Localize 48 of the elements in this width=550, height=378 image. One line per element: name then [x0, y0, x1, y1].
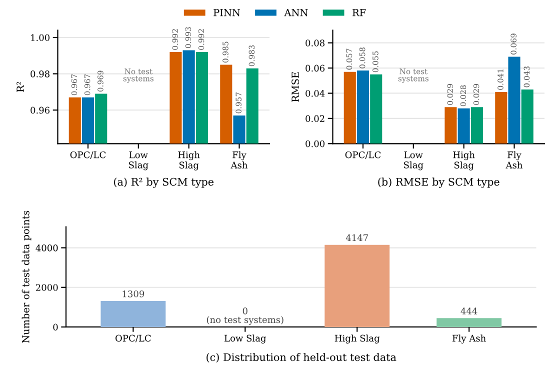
data-label: 4147 [346, 234, 368, 241]
x-tick-label: High Slag [178, 151, 200, 170]
legend-label: PINN [214, 9, 240, 16]
text: (c) Distribution of held-out test data [206, 353, 396, 363]
y-axis-title: R² [16, 82, 24, 92]
x-tick-label: High Slag [334, 334, 380, 344]
text: (b) RMSE by SCM type [378, 178, 500, 188]
x-tick-label: OPC/LC [345, 151, 381, 159]
x-tick-label: OPC/LC [116, 334, 151, 342]
bar [436, 318, 502, 327]
legend-label: ANN [284, 9, 308, 16]
bar [458, 108, 470, 144]
y-tick-label: 0.98 [30, 70, 50, 78]
bar [444, 107, 457, 144]
x-tick-label: Fly Ash [230, 151, 248, 169]
bar [508, 56, 520, 144]
data-label: 1309 [122, 290, 144, 298]
y-tick-label: 0.06 [306, 64, 325, 72]
y-tick-label: 2000 [36, 284, 58, 291]
bar [521, 89, 534, 144]
x-tick-label: OPC/LC [70, 151, 106, 159]
bar [495, 92, 508, 144]
y-tick-label: 1.00 [31, 34, 50, 42]
bar [470, 107, 483, 144]
y-tick-label: 0.96 [30, 106, 50, 114]
legend-label: RF [352, 9, 366, 16]
data-label: 0 (no test systems) [206, 308, 284, 325]
y-tick-label: 0.02 [306, 115, 324, 122]
y-tick-label: 0.08 [306, 40, 325, 46]
y-axis-title: Number of test data points [22, 210, 32, 343]
x-tick-label: Fly Ash [506, 151, 522, 169]
bar [356, 70, 370, 144]
bar [324, 244, 390, 327]
y-tick-label: 0 [53, 324, 58, 331]
x-tick-label: Low Slag [129, 152, 148, 170]
y-axis-title: RMSE [292, 72, 299, 102]
y-tick-label: 4000 [36, 244, 58, 252]
y-tick-label: 0.04 [306, 90, 325, 97]
data-label: 444 [460, 308, 478, 314]
x-tick-label: Low Slag [404, 152, 424, 170]
bar [100, 301, 166, 327]
text: (a) R² by SCM type [114, 178, 214, 188]
x-tick-label: High Slag [453, 151, 475, 170]
bar [370, 74, 382, 144]
x-tick-label: Fly Ash [452, 334, 486, 344]
y-tick-label: 0.00 [306, 140, 325, 148]
bar [344, 72, 356, 144]
x-tick-label: Low Slag [224, 334, 266, 344]
